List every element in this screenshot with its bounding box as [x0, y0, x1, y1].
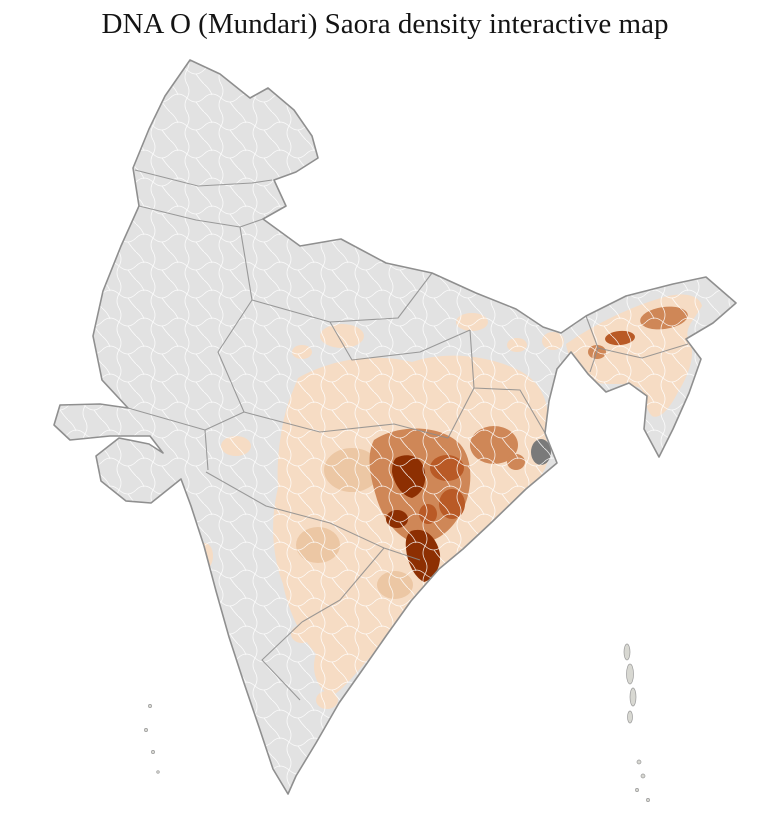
- map-title: DNA O (Mundari) Saora density interactiv…: [101, 8, 669, 40]
- state-boundaries: [127, 169, 689, 701]
- density-region-tripura[interactable]: [595, 400, 619, 428]
- india-outline: [53, 59, 737, 795]
- kutch-creek-region[interactable]: [36, 405, 52, 415]
- lakshadweep-islands: [144, 704, 160, 774]
- andaman-nicobar-islands: [623, 643, 650, 802]
